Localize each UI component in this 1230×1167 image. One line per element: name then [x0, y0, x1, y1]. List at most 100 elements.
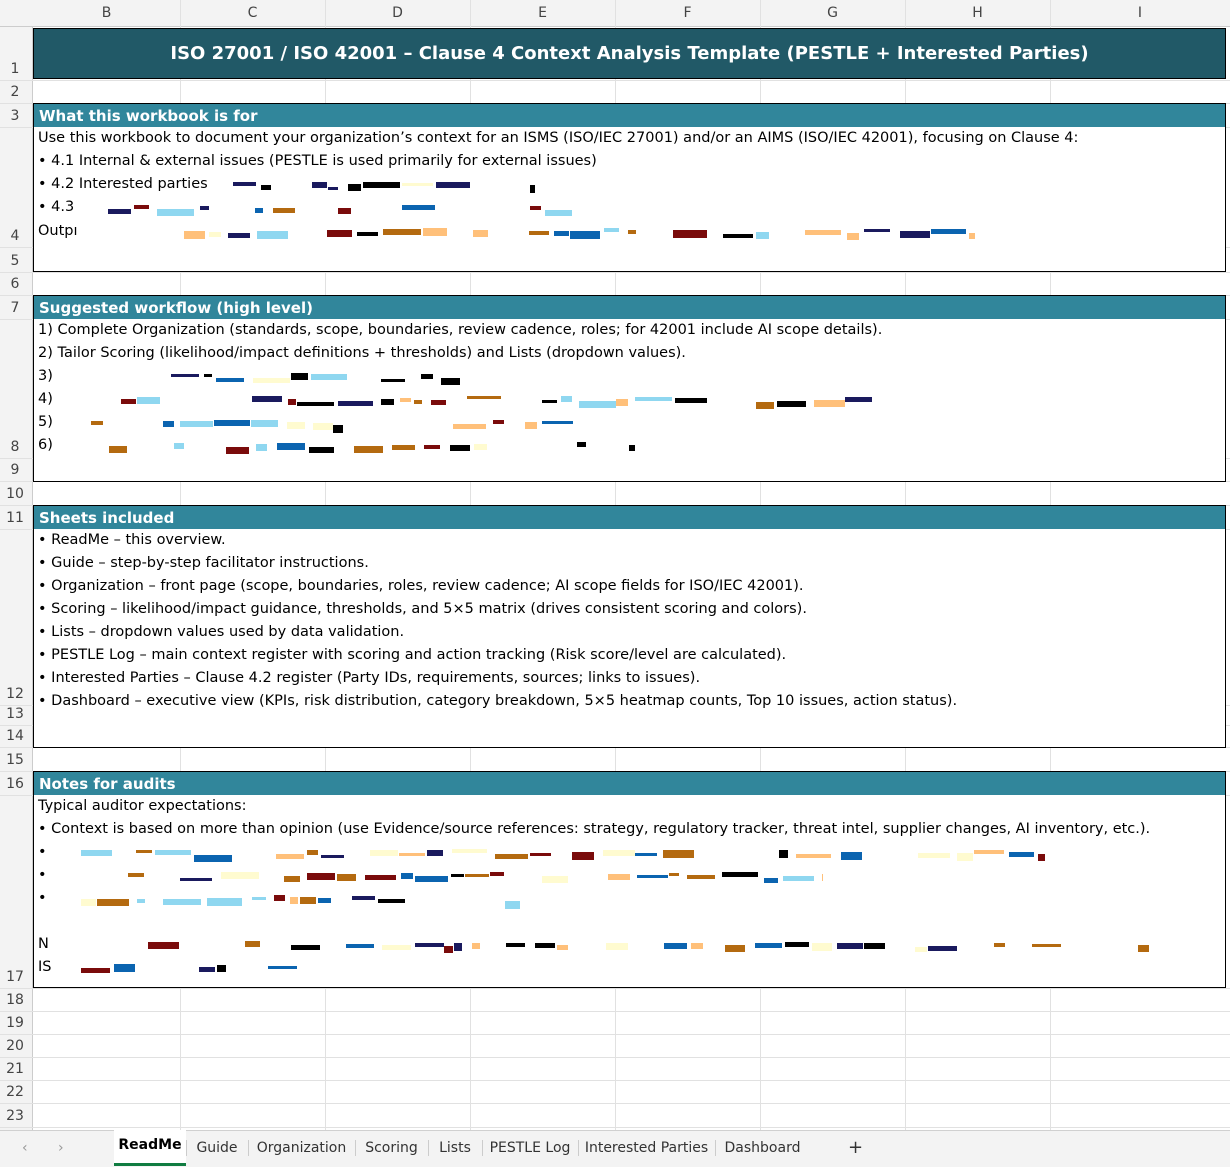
section-box — [33, 505, 1226, 748]
redaction — [414, 876, 448, 883]
redaction — [530, 852, 551, 857]
redaction — [579, 401, 616, 408]
text-line: 3) — [38, 368, 53, 384]
redaction — [426, 849, 443, 857]
text-line: Outpı — [38, 223, 78, 239]
redaction — [289, 896, 299, 904]
grid-line — [0, 1080, 1230, 1081]
redaction — [473, 229, 489, 238]
redaction — [471, 942, 480, 950]
redaction — [804, 230, 842, 235]
redaction — [382, 945, 411, 950]
text-line: • Organization – front page (scope, boun… — [38, 578, 804, 594]
redaction — [545, 209, 572, 217]
redaction — [1009, 851, 1034, 857]
redaction — [255, 207, 264, 213]
redaction — [542, 876, 568, 884]
redaction — [180, 877, 213, 882]
row-header: 16 — [6, 776, 24, 792]
text-line: • Dashboard – executive view (KPIs, risk… — [38, 693, 958, 709]
redaction — [311, 181, 327, 188]
sheet-tab[interactable]: Guide — [196, 1140, 238, 1156]
redaction — [474, 444, 488, 450]
redaction — [310, 373, 348, 381]
redaction — [327, 230, 353, 238]
redaction — [137, 397, 161, 405]
redaction — [529, 206, 541, 210]
redaction — [250, 420, 279, 428]
redaction — [675, 398, 708, 403]
row-header: 18 — [6, 992, 24, 1008]
redaction — [209, 231, 222, 238]
redaction — [414, 943, 444, 947]
redaction — [606, 943, 628, 951]
redaction — [108, 445, 128, 454]
sheet-tab[interactable]: ReadMe — [114, 1130, 186, 1166]
redaction — [994, 943, 1005, 947]
row-header: 20 — [6, 1038, 24, 1054]
text-line: • Interested Parties – Clause 4.2 regist… — [38, 670, 701, 686]
row-header: 15 — [6, 752, 24, 768]
redaction — [198, 967, 216, 972]
redaction — [604, 228, 620, 232]
tab-separator — [355, 1140, 356, 1156]
row-header: 7 — [10, 300, 20, 316]
redaction — [256, 231, 289, 240]
sheet-tab[interactable]: Organization — [256, 1140, 347, 1156]
redaction — [332, 424, 344, 433]
redaction — [203, 373, 212, 378]
redaction — [777, 400, 807, 407]
text-line: Use this workbook to document your organ… — [38, 130, 1079, 146]
redaction — [275, 854, 305, 860]
redaction — [136, 849, 152, 853]
redaction — [357, 232, 379, 236]
redaction — [664, 943, 688, 950]
row-header: 19 — [6, 1015, 24, 1031]
redaction — [864, 228, 891, 233]
tab-separator — [578, 1140, 579, 1156]
redaction — [370, 850, 398, 857]
redaction — [431, 399, 447, 405]
section-header: What this workbook is for — [34, 104, 1225, 127]
redaction — [401, 204, 435, 211]
column-header: B — [101, 5, 112, 21]
redaction — [401, 873, 414, 879]
redaction — [81, 850, 112, 857]
redaction — [163, 898, 202, 906]
redaction — [221, 872, 259, 880]
redaction — [453, 942, 463, 951]
redaction — [435, 182, 471, 189]
row-header: 23 — [6, 1108, 24, 1124]
redaction — [553, 231, 570, 236]
sheet-tab[interactable]: PESTLE Log — [489, 1140, 571, 1156]
redaction — [312, 423, 333, 430]
nav-next[interactable]: › — [58, 1140, 64, 1156]
tab-separator — [428, 1140, 429, 1156]
column-header: H — [972, 5, 983, 21]
add-sheet[interactable]: + — [848, 1137, 864, 1158]
redaction — [337, 401, 374, 407]
text-line: 6) — [38, 437, 53, 453]
sheet-tab[interactable]: Dashboard — [724, 1140, 801, 1156]
redaction — [108, 209, 131, 215]
redaction — [199, 206, 209, 211]
row-header: 8 — [10, 439, 20, 455]
redaction — [398, 852, 426, 856]
redaction — [493, 419, 505, 424]
redaction — [672, 230, 708, 238]
redaction — [268, 965, 297, 970]
row-header: 1 — [10, 61, 20, 77]
nav-prev[interactable]: ‹ — [22, 1140, 28, 1156]
sheet-tab[interactable]: Lists — [439, 1140, 471, 1156]
row-header-bar — [0, 27, 33, 1130]
row-header: 21 — [6, 1061, 24, 1077]
sheet-tab[interactable]: Scoring — [365, 1140, 418, 1156]
redaction — [215, 378, 245, 383]
redaction — [722, 872, 759, 878]
redaction — [233, 181, 256, 186]
redaction — [346, 943, 375, 948]
text-line: 1) Complete Organization (standards, sco… — [38, 322, 883, 338]
sheet-tab[interactable]: Interested Parties — [584, 1140, 709, 1156]
redaction — [299, 896, 316, 905]
column-header: C — [247, 5, 258, 21]
